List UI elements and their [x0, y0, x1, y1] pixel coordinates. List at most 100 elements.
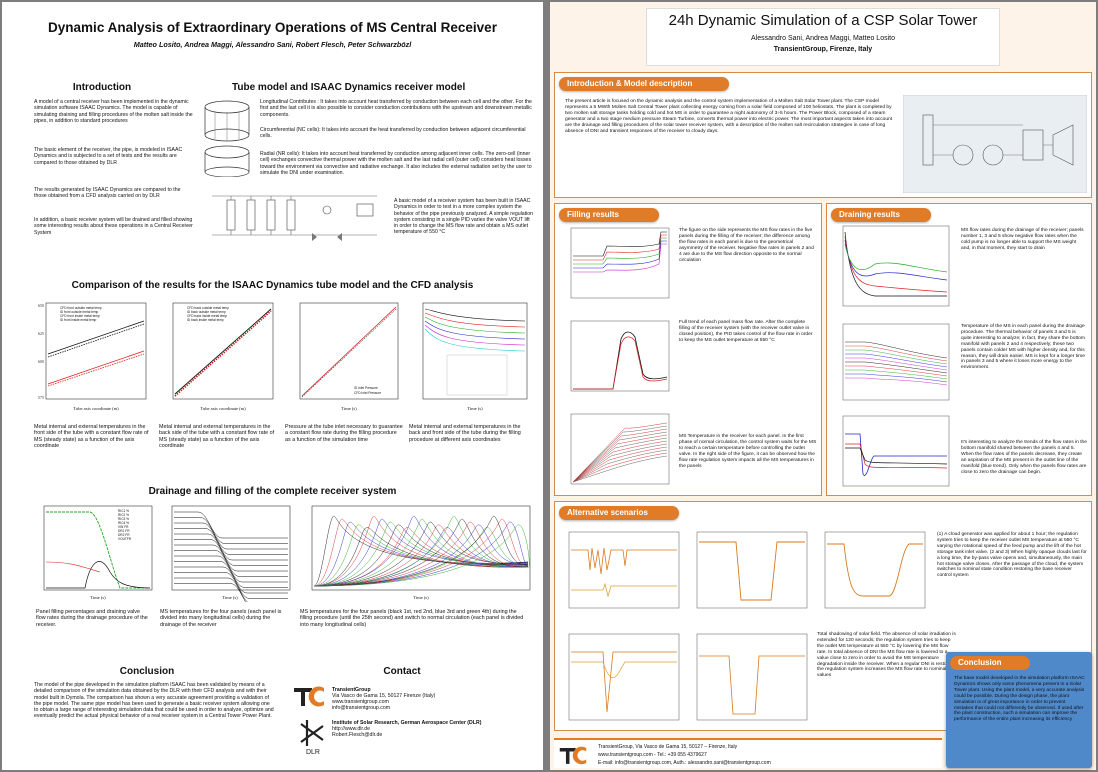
- c5-series-fill: [46, 511, 150, 589]
- tube-p4: A basic model of a receiver system has b…: [394, 198, 533, 236]
- rf2-series-1: [573, 331, 668, 390]
- right-conclusion-heading: Conclusion: [950, 656, 1030, 670]
- c7-series-7: [313, 521, 529, 587]
- draining-heading: Draining results: [831, 208, 931, 222]
- tube-heading: Tube model and ISAAC Dynamics receiver m…: [232, 82, 466, 93]
- filling-temp-chart: [563, 412, 671, 492]
- rf3-series-9: [572, 428, 668, 483]
- transientgroup-logo: [292, 684, 326, 708]
- c7-xlabel: Time (s): [413, 595, 429, 600]
- rd2-series-0: [845, 341, 948, 359]
- dlr-logo-text: DLR: [306, 749, 320, 756]
- rf2-series-2: [573, 336, 668, 390]
- c6-xlabel: Time (s): [222, 595, 238, 600]
- c6-series-1: [174, 517, 288, 544]
- c1-ytick: 600: [38, 359, 44, 364]
- tube-p3: Radial (NR cells): It takes into account…: [260, 151, 532, 176]
- rd2-series-2: [845, 349, 948, 365]
- c5-legend-1: RIC2 %: [118, 513, 129, 517]
- c1-ytick: 575: [38, 395, 44, 400]
- rd2-series-6: [845, 365, 948, 377]
- c7-series-10: [313, 515, 529, 587]
- c7-series-19: [313, 527, 529, 587]
- c7-series-2: [313, 521, 529, 587]
- c1-series-cfd-in: [47, 350, 145, 385]
- c5-legend-5: DR1 FR: [118, 529, 130, 533]
- right-authors: Alessandro Sani, Andrea Maggi, Matteo Lo…: [751, 35, 895, 42]
- c7-series-15: [313, 515, 529, 587]
- rf3-series-10: [572, 425, 668, 483]
- alt-chart-1: [563, 530, 681, 612]
- c2-series-out: [174, 308, 272, 395]
- rf3-series-5: [572, 440, 668, 483]
- c2-xlabel: Tube axis coordinate (m): [200, 406, 246, 411]
- intro-section-heading: Introduction & Model description: [559, 77, 729, 91]
- tg-mail[interactable]: info@transientgroup.com: [332, 705, 391, 711]
- c4-xlabel: Time (s): [467, 406, 483, 411]
- c4-series-4: [424, 320, 526, 340]
- caption-2: Metal internal and external temperatures…: [159, 424, 275, 450]
- alt-text-1: (1) A cloud generator was applied for ab…: [937, 532, 1087, 579]
- c1-legend-3: ID front inside metal temp: [60, 318, 97, 322]
- c7-series-4: [313, 527, 529, 587]
- rf3-series-2: [572, 449, 668, 483]
- rd2-series-5: [845, 361, 948, 374]
- c5-legend-3: RIC4 %: [118, 521, 129, 525]
- alt4-series-2: [571, 661, 677, 678]
- alt-chart-3: [819, 530, 927, 612]
- c7-series-14: [313, 527, 529, 587]
- intro-section: Introduction & Model description The pre…: [554, 72, 1092, 198]
- c4-series-2: [424, 312, 526, 328]
- right-title-box: [646, 8, 1000, 66]
- c5-legend-4: VIN FR: [118, 525, 129, 529]
- c6-series-4: [174, 533, 288, 561]
- draining-text-2: Temperature of the MS in each panel duri…: [961, 324, 1085, 371]
- intro-p2: The basic element of the receiver, the p…: [34, 147, 183, 166]
- alt4-series-1: [571, 651, 677, 713]
- c1-legend-2: CFD front inside metal temp: [60, 314, 100, 318]
- c6-series-12: [174, 577, 248, 602]
- alt-text-2: Total shadowing of solar field. The abse…: [817, 632, 956, 679]
- c7-series-3: [313, 524, 529, 587]
- rd1-series-1: [844, 231, 947, 297]
- filling-text-2: Full trend of each panel mass flow rate.…: [679, 320, 813, 343]
- c3-xlabel: Time (s): [341, 406, 357, 411]
- filling-massflow-chart: [563, 319, 671, 399]
- draining-text-1: MS flow rates during the drainage of the…: [961, 228, 1084, 251]
- c5-xlabel: Time (s): [90, 595, 106, 600]
- alt1-series-1: [571, 547, 677, 575]
- dlr-mail[interactable]: Robert.Flesch@dlr.de: [332, 732, 383, 738]
- chart-filling-percent: RIC1 % RIC2 % RIC3 % RIC4 % VIN FR DR1 F…: [30, 502, 155, 602]
- rf3-series-1: [572, 452, 668, 483]
- c4-series-3: [424, 316, 526, 334]
- c6-series-9: [174, 561, 288, 588]
- c3-series-cfd: [301, 308, 397, 398]
- c3-legend-1: CFD Inlet Pressure: [354, 391, 381, 395]
- c4-series-5: [424, 324, 526, 346]
- footer-line-2: www.transientgroup.com - Tel.: +39 055 4…: [598, 752, 707, 758]
- rf1-series-1: [573, 234, 667, 261]
- filling-text-1: The figure on the side represents the MS…: [679, 228, 814, 263]
- c5-legend-7: VOUTFR: [118, 537, 132, 541]
- c1-legend-1: ID front outside metal temp: [60, 310, 98, 314]
- rd1-series-4: [844, 243, 948, 273]
- caption-7: MS temperatures for the four panels (bla…: [300, 609, 524, 628]
- right-title: 24h Dynamic Simulation of a CSP Solar To…: [668, 12, 978, 29]
- c6-series-3: [174, 528, 288, 555]
- alt-chart-4: [563, 632, 681, 724]
- comparison-heading: Comparison of the results for the ISAAC …: [71, 280, 474, 291]
- chart-filling-temps: Time (s): [407, 299, 533, 414]
- alt-heading: Alternative scenarios: [559, 506, 679, 520]
- drain-heading: Drainage and filling of the complete rec…: [148, 486, 397, 497]
- dlr-name: Institute of Solar Research, German Aero…: [332, 720, 482, 726]
- c4-series-1: [424, 308, 526, 322]
- c5-legend-6: DR2 FR: [118, 533, 130, 537]
- rd2-series-7: [845, 369, 948, 380]
- c6-series-6: [174, 544, 288, 572]
- dlr-web[interactable]: http://www.dlr.de: [332, 726, 371, 732]
- tg-web[interactable]: www.transientgroup.com: [332, 699, 389, 705]
- c7-series-17: [313, 521, 529, 587]
- left-authors: Matteo Losito, Andrea Maggi, Alessandro …: [133, 40, 412, 49]
- alt1-series-2: [571, 582, 677, 598]
- alt-chart-5: [691, 632, 809, 724]
